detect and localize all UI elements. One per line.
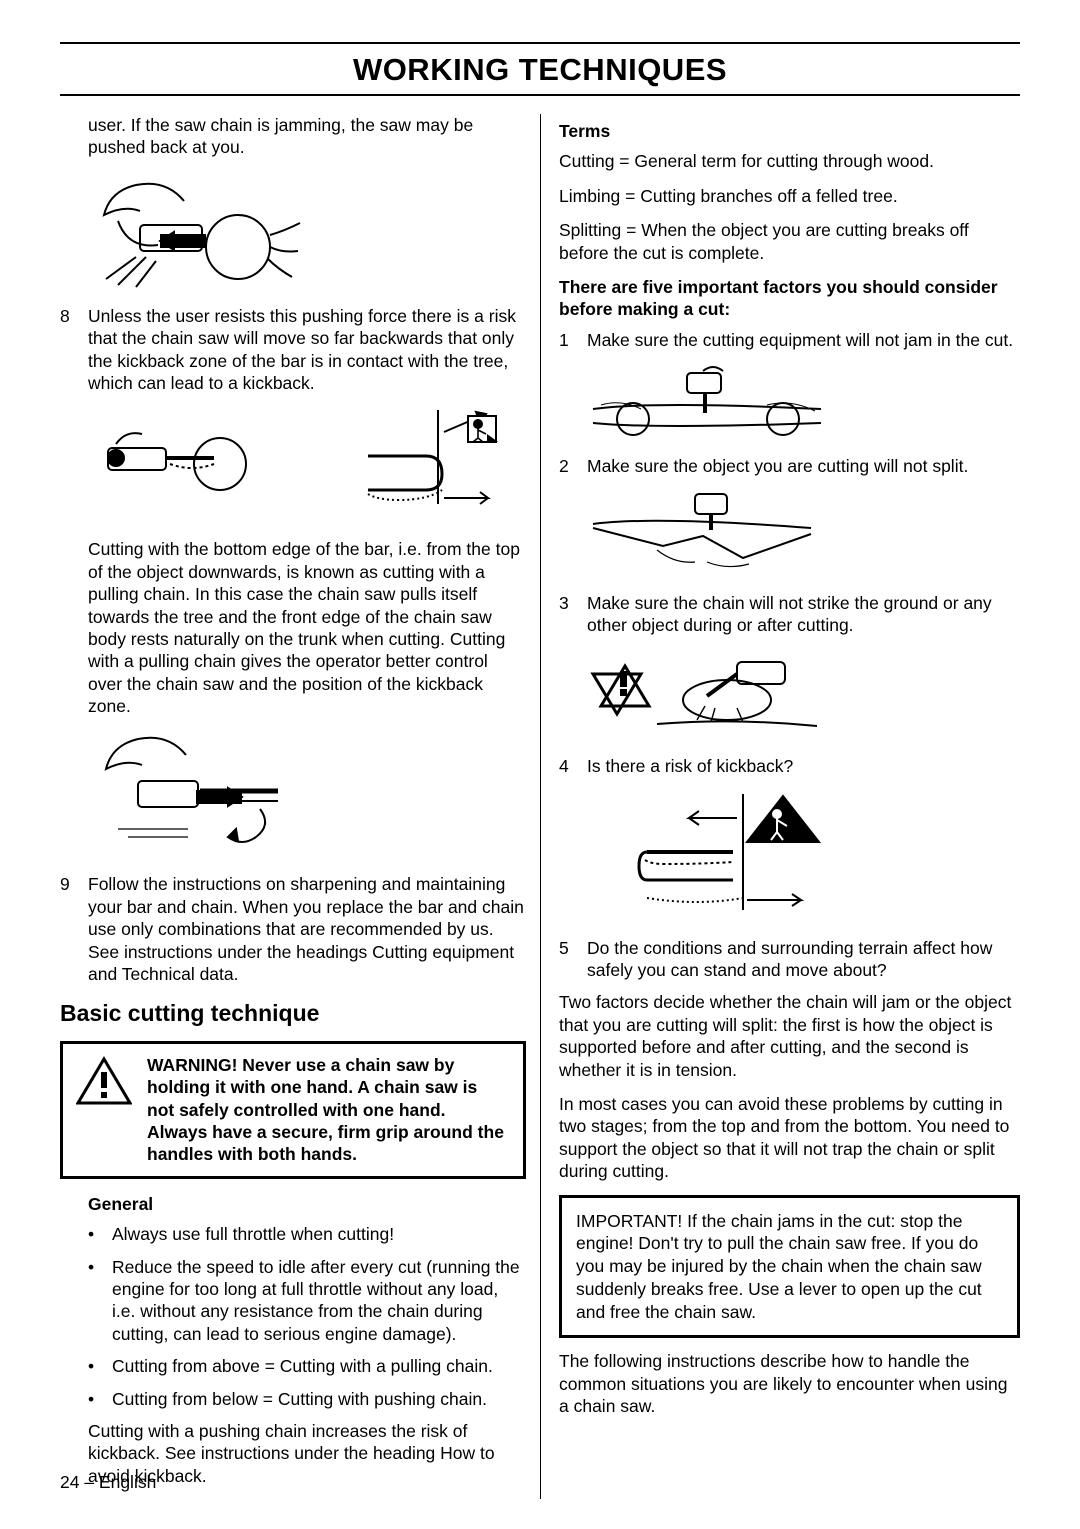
bullet-item: • Cutting from below = Cutting with push… — [60, 1388, 526, 1410]
factor-3: 3 Make sure the chain will not strike th… — [559, 592, 1020, 637]
item-number: 4 — [559, 755, 573, 777]
term-cutting: Cutting = General term for cutting throu… — [559, 150, 1020, 172]
factor-4: 4 Is there a risk of kickback? — [559, 755, 1020, 777]
item-number: 8 — [60, 305, 74, 395]
factor-5: 5 Do the conditions and surrounding terr… — [559, 937, 1020, 982]
important-box: IMPORTANT! If the chain jams in the cut:… — [559, 1195, 1020, 1339]
pulling-chain-paragraph: Cutting with the bottom edge of the bar,… — [60, 538, 526, 717]
item-text: Follow the instructions on sharpening an… — [88, 873, 526, 985]
avoid-problems-paragraph: In most cases you can avoid these proble… — [559, 1093, 1020, 1183]
term-splitting: Splitting = When the object you are cutt… — [559, 219, 1020, 264]
bullet-item: • Always use full throttle when cutting! — [60, 1223, 526, 1245]
figure-kickback-risk — [587, 788, 1020, 923]
warning-text: WARNING! Never use a chain saw by holdin… — [147, 1054, 509, 1166]
bullet-text: Always use full throttle when cutting! — [112, 1223, 526, 1245]
item-number: 2 — [559, 455, 573, 477]
page-footer: 24 – English — [60, 1472, 156, 1493]
term-limbing: Limbing = Cutting branches off a felled … — [559, 185, 1020, 207]
bullet-text: Cutting from above = Cutting with a pull… — [112, 1355, 526, 1377]
warning-icon — [75, 1054, 133, 1106]
page-title: WORKING TECHNIQUES — [60, 52, 1020, 88]
bullet-icon: • — [88, 1256, 98, 1346]
list-item-8: 8 Unless the user resists this pushing f… — [60, 305, 526, 395]
item-text: Is there a risk of kickback? — [587, 755, 1020, 777]
item-text: Do the conditions and surrounding terrai… — [587, 937, 1020, 982]
item-number: 5 — [559, 937, 573, 982]
intro-paragraph: user. If the saw chain is jamming, the s… — [60, 114, 526, 159]
item-number: 9 — [60, 873, 74, 985]
figure-pushback — [88, 171, 526, 291]
item-number: 1 — [559, 329, 573, 351]
list-item-9: 9 Follow the instructions on sharpening … — [60, 873, 526, 985]
figure-kickback-zone — [88, 404, 526, 524]
left-column: user. If the saw chain is jamming, the s… — [60, 114, 540, 1499]
figure-jam — [587, 361, 1020, 441]
top-rule — [60, 42, 1020, 44]
bullet-text: Reduce the speed to idle after every cut… — [112, 1256, 526, 1346]
figure-pulling-chain — [88, 729, 526, 859]
right-column: Terms Cutting = General term for cutting… — [540, 114, 1020, 1499]
general-heading: General — [60, 1193, 526, 1215]
bullet-icon: • — [88, 1355, 98, 1377]
item-text: Make sure the object you are cutting wil… — [587, 455, 1020, 477]
section-heading: Basic cutting technique — [60, 999, 526, 1028]
bullet-icon: • — [88, 1388, 98, 1410]
item-number: 3 — [559, 592, 573, 637]
important-text: IMPORTANT! If the chain jams in the cut:… — [576, 1211, 982, 1322]
warning-box: WARNING! Never use a chain saw by holdin… — [60, 1041, 526, 1179]
bullet-icon: • — [88, 1223, 98, 1245]
item-text: Make sure the cutting equipment will not… — [587, 329, 1020, 351]
item-text: Make sure the chain will not strike the … — [587, 592, 1020, 637]
closing-paragraph: The following instructions describe how … — [559, 1350, 1020, 1417]
factors-heading: There are five important factors you sho… — [559, 276, 1020, 321]
factor-1: 1 Make sure the cutting equipment will n… — [559, 329, 1020, 351]
terms-heading: Terms — [559, 120, 1020, 142]
bullet-item: • Reduce the speed to idle after every c… — [60, 1256, 526, 1346]
bullet-item: • Cutting from above = Cutting with a pu… — [60, 1355, 526, 1377]
content-columns: user. If the saw chain is jamming, the s… — [60, 114, 1020, 1499]
two-factors-paragraph: Two factors decide whether the chain wil… — [559, 991, 1020, 1081]
figure-ground-strike — [587, 646, 1020, 741]
figure-split — [587, 488, 1020, 578]
factor-2: 2 Make sure the object you are cutting w… — [559, 455, 1020, 477]
bullet-text: Cutting from below = Cutting with pushin… — [112, 1388, 526, 1410]
item-text: Unless the user resists this pushing for… — [88, 305, 526, 395]
under-rule — [60, 94, 1020, 96]
